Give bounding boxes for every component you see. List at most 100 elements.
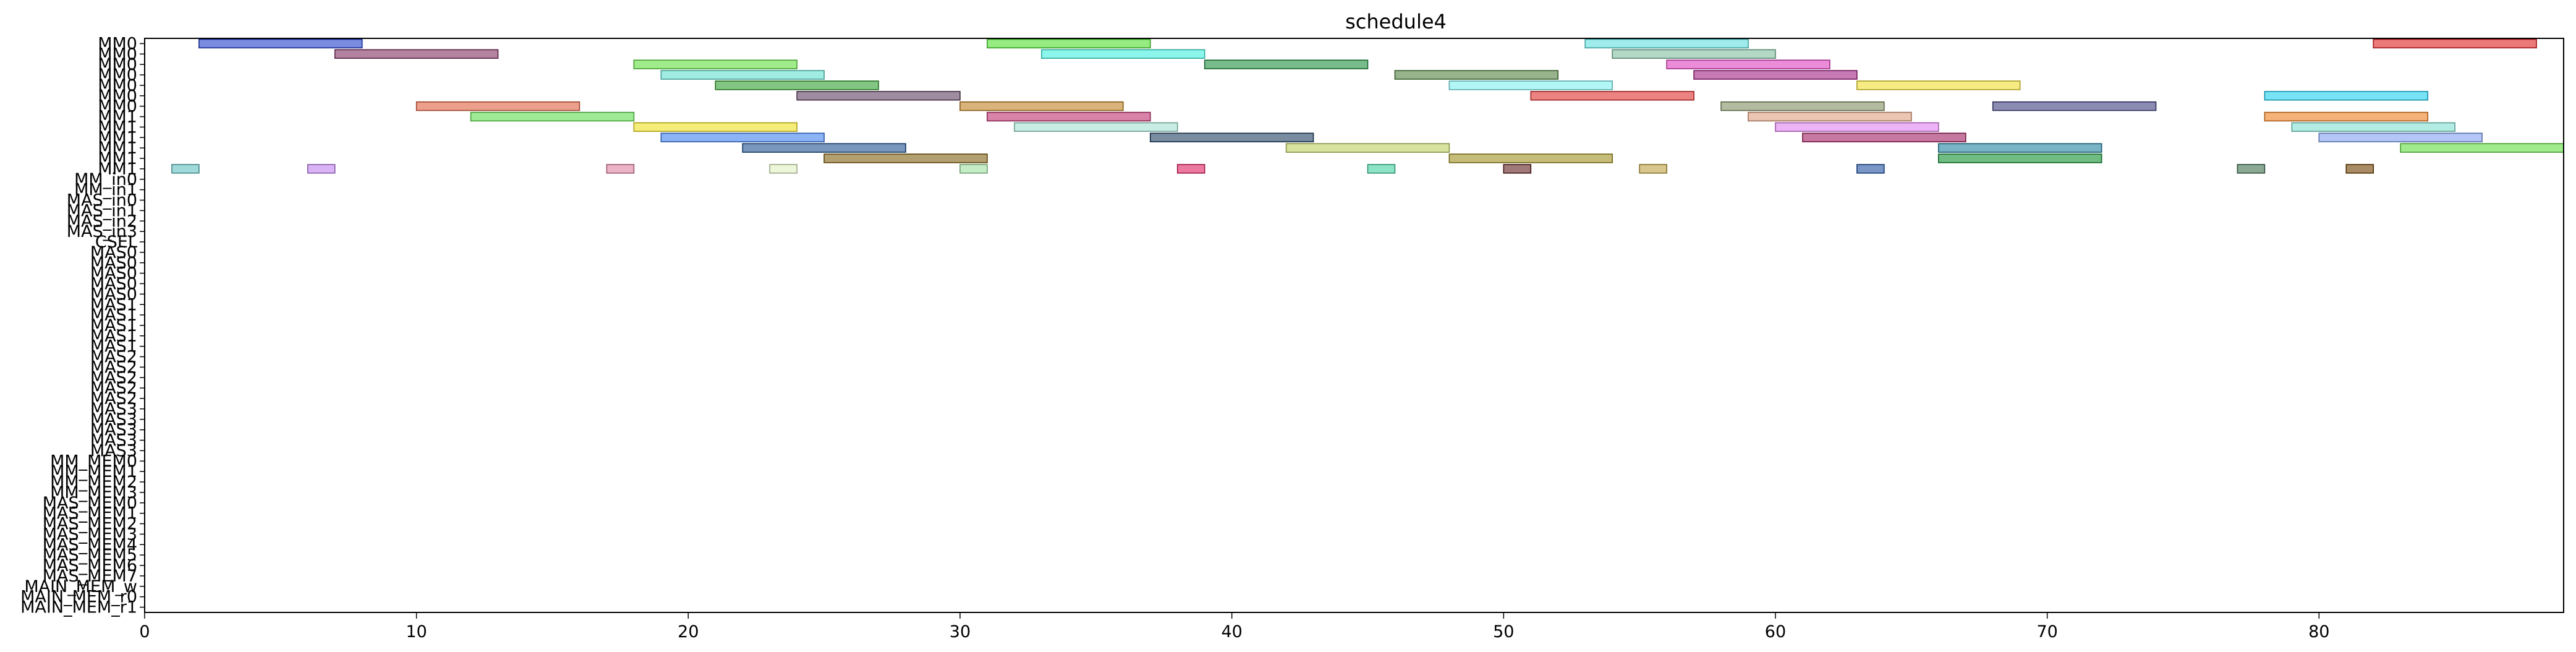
x-tick-label: 0 (139, 622, 150, 641)
y-tick-label: MM_MEM1 (50, 462, 137, 481)
x-tick-label: 60 (1765, 622, 1786, 641)
y-tick-label: MM0 (98, 34, 137, 53)
chart-title: schedule4 (1345, 10, 1447, 33)
task-bar-mm1-34 (2318, 132, 2483, 143)
task-bar-mm1-50 (1639, 164, 1667, 174)
task-bar-mm1-42 (171, 164, 200, 174)
task-bar-mm0-10 (660, 70, 825, 80)
y-tick-label: MAS_in0 (67, 191, 137, 210)
task-bar-mm1-25 (1748, 111, 1912, 122)
y-tick-label: MM_in1 (74, 181, 137, 200)
task-bar-mm0-0 (198, 38, 363, 49)
task-bar-mm0-3 (2373, 38, 2537, 49)
x-tick-label: 70 (2036, 622, 2057, 641)
y-tick-label: MM_MEM2 (50, 473, 137, 492)
task-bar-mm0-13 (715, 80, 879, 90)
task-bar-mm1-39 (823, 153, 988, 163)
y-tick-label: MAS_MEM1 (43, 504, 137, 523)
task-bar-mm1-52 (2237, 164, 2266, 174)
task-bar-mm1-29 (1775, 122, 1939, 132)
task-bar-mm1-33 (1802, 132, 1966, 143)
task-bar-mm1-28 (1014, 122, 1178, 132)
task-bar-mm1-41 (1937, 153, 2102, 163)
y-tick-label: MM0 (98, 97, 137, 116)
x-tick-label: 80 (2308, 622, 2329, 641)
y-tick-label: MAS2 (90, 368, 137, 387)
task-bar-mm0-15 (1856, 80, 2021, 90)
task-bar-mm1-24 (987, 111, 1151, 122)
y-tick-label: CSEL (95, 233, 137, 252)
task-bar-mm0-6 (1612, 49, 1776, 59)
task-bar-mm1-45 (769, 164, 797, 174)
x-tick-label: 50 (1493, 622, 1514, 641)
y-tick-label: MAS1 (90, 337, 137, 356)
y-tick-label: MM0 (98, 55, 137, 74)
task-bar-mm1-49 (1503, 164, 1532, 174)
y-tick-label: MAS1 (90, 306, 137, 325)
y-tick-label: MM_in0 (74, 170, 137, 189)
task-bar-mm1-44 (606, 164, 635, 174)
y-tick-label: MAS_MEM7 (43, 567, 137, 586)
task-bar-mm1-46 (959, 164, 988, 174)
y-tick-label: MAS_in1 (67, 201, 137, 220)
x-tick-label: 40 (1221, 622, 1242, 641)
y-tick-label: MAS_MEM5 (43, 546, 137, 565)
y-tick-label: MM_MEM3 (50, 483, 137, 502)
task-bar-mm1-53 (2345, 164, 2374, 174)
task-bar-mm1-40 (1448, 153, 1613, 163)
y-axis: MM0MM0MM0MM0MM0MM0MM0MM1MM1MM1MM1MM1MM1M… (20, 34, 145, 617)
y-tick-label: MAS2 (90, 379, 137, 398)
task-bar-mm1-23 (470, 111, 635, 122)
task-bar-mm1-51 (1856, 164, 1885, 174)
task-bar-mm1-37 (1937, 143, 2102, 153)
task-bar-mm1-26 (2264, 111, 2428, 122)
task-bar-mm0-1 (987, 38, 1151, 49)
task-bar-mm0-12 (1693, 70, 1858, 80)
y-tick-label: MM1 (98, 128, 137, 147)
x-axis: 0 10 20 30 40 50 60 70 80 (139, 612, 2329, 641)
y-tick-label: MM1 (98, 149, 137, 168)
y-tick-label: MM1 (98, 108, 137, 127)
task-bar-mm1-48 (1367, 164, 1396, 174)
task-bar-mm1-38 (2400, 143, 2564, 153)
y-tick-label: MAS0 (90, 243, 137, 262)
task-bar-mm0-20 (959, 101, 1124, 111)
y-tick-label: MAS_MEM4 (43, 535, 137, 554)
x-tick-label: 30 (950, 622, 971, 641)
y-tick-label: MAS3 (90, 441, 137, 460)
y-tick-label: MAS_in2 (67, 212, 137, 231)
task-bar-mm1-47 (1176, 164, 1205, 174)
task-bar-mm0-16 (796, 91, 961, 101)
y-tick-label: MM0 (98, 87, 137, 106)
x-tick-label: 20 (678, 622, 699, 641)
y-tick-label: MAIN_MEM_w (24, 577, 137, 596)
task-bar-mm1-32 (1149, 132, 1314, 143)
y-tick-label: MAS1 (90, 316, 137, 335)
y-tick-label: MAIN_MEM_r1 (20, 598, 137, 617)
task-bar-mm1-36 (1285, 143, 1450, 153)
task-bar-mm1-31 (660, 132, 825, 143)
y-tick-label: MM1 (98, 118, 137, 137)
y-tick-label: MAS0 (90, 254, 137, 273)
y-tick-label: MAS3 (90, 400, 137, 419)
y-tick-label: MAS2 (90, 389, 137, 408)
y-tick-label: MAS1 (90, 295, 137, 314)
y-tick-label: MAS_MEM2 (43, 515, 137, 534)
y-tick-label: MAS0 (90, 264, 137, 283)
task-bar-mm0-21 (1720, 101, 1885, 111)
task-bar-mm0-17 (1530, 91, 1694, 101)
task-bar-mm0-11 (1394, 70, 1559, 80)
y-tick-label: MAS_MEM6 (43, 556, 137, 575)
task-bar-mm0-8 (1204, 59, 1369, 69)
y-tick-label: MAS_MEM3 (43, 525, 137, 544)
task-bar-mm0-9 (1666, 59, 1830, 69)
task-bar-mm1-30 (2291, 122, 2455, 132)
y-tick-label: MAS_MEM0 (43, 494, 137, 513)
task-bar-mm0-4 (334, 49, 499, 59)
task-bar-mm1-43 (307, 164, 336, 174)
y-tick-label: MAS3 (90, 421, 137, 440)
y-tick-label: MAIN_MEM_r0 (20, 588, 137, 607)
y-tick-label: MAS3 (90, 410, 137, 429)
plot-frame (144, 38, 2564, 613)
